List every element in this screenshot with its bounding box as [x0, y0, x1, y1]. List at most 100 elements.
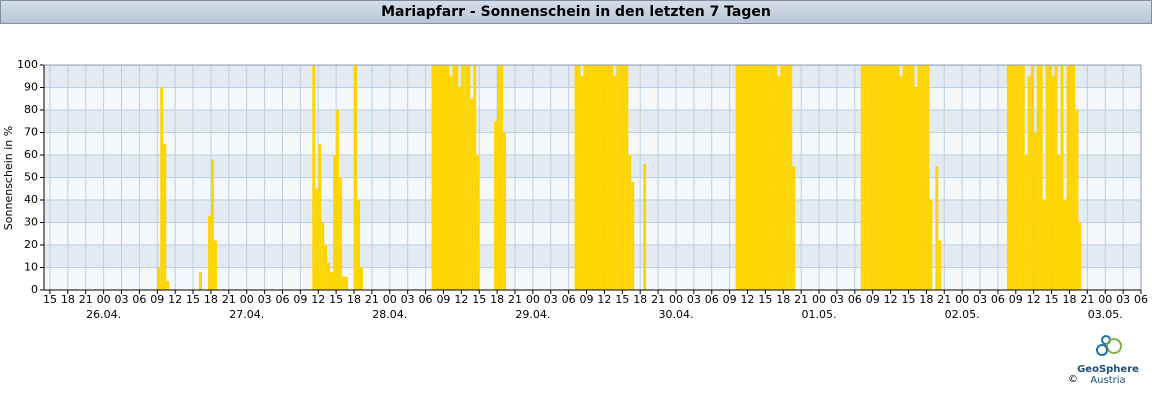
bar	[1027, 76, 1031, 290]
bar	[762, 65, 766, 290]
x-tick-label: 00	[383, 293, 397, 306]
x-tick-label: 15	[615, 293, 629, 306]
x-tick-label: 00	[97, 293, 111, 306]
date-label: 28.04.	[372, 308, 407, 321]
x-tick-label: 06	[848, 293, 862, 306]
bar	[473, 65, 477, 290]
date-label: 29.04.	[515, 308, 550, 321]
bar	[598, 65, 602, 290]
bar	[1021, 65, 1025, 290]
copyright: ©	[1068, 374, 1078, 385]
bar	[872, 65, 876, 290]
bar	[446, 65, 450, 290]
date-label: 30.04.	[658, 308, 693, 321]
y-tick-label: 100	[17, 58, 38, 71]
x-tick-label: 09	[866, 293, 880, 306]
x-tick-label: 00	[1098, 293, 1112, 306]
x-tick-label: 09	[580, 293, 594, 306]
bar	[1051, 76, 1055, 290]
bar	[452, 65, 456, 290]
bar	[1042, 200, 1046, 290]
x-tick-label: 00	[240, 293, 254, 306]
bar	[318, 143, 322, 290]
bar	[610, 65, 614, 290]
bar	[437, 65, 441, 290]
bar	[789, 65, 793, 290]
bar	[1063, 200, 1067, 290]
x-tick-label: 21	[937, 293, 951, 306]
bar	[887, 65, 891, 290]
bar	[902, 65, 906, 290]
x-tick-label: 09	[1009, 293, 1023, 306]
y-tick-label: 10	[24, 261, 38, 274]
bar	[744, 65, 748, 290]
x-tick-label: 06	[419, 293, 433, 306]
bar	[312, 65, 316, 290]
x-tick-label: 12	[1027, 293, 1041, 306]
bar	[893, 65, 897, 290]
bar	[1048, 65, 1052, 290]
x-tick-label: 12	[168, 293, 182, 306]
bar	[753, 65, 757, 290]
bar	[866, 65, 870, 290]
bar	[905, 65, 909, 290]
bar	[619, 65, 623, 290]
x-tick-label: 00	[669, 293, 683, 306]
y-tick-label: 30	[24, 216, 38, 229]
bar	[899, 76, 903, 290]
bar	[1024, 155, 1028, 290]
bar	[780, 65, 784, 290]
bar	[342, 276, 346, 290]
logo: GeoSphere © Austria	[1068, 335, 1139, 386]
bar	[926, 65, 930, 290]
bar	[327, 263, 331, 290]
bar	[589, 65, 593, 290]
x-tick-label: 15	[472, 293, 486, 306]
bar	[458, 87, 462, 290]
bar	[759, 65, 763, 290]
bar	[881, 65, 885, 290]
bar	[592, 65, 596, 290]
x-tick-label: 03	[115, 293, 129, 306]
x-tick-label: 12	[884, 293, 898, 306]
y-axis-label: Sonnenschein in %	[2, 126, 15, 230]
x-tick-label: 18	[776, 293, 790, 306]
bar	[1054, 65, 1058, 290]
bar	[604, 65, 608, 290]
bar	[622, 65, 626, 290]
x-tick-label: 18	[347, 293, 361, 306]
bar	[330, 272, 334, 290]
y-tick-label: 70	[24, 126, 38, 139]
bar	[908, 65, 912, 290]
x-tick-label: 21	[222, 293, 236, 306]
x-tick-label: 18	[919, 293, 933, 306]
x-tick-label: 15	[329, 293, 343, 306]
bar	[625, 65, 629, 290]
bar	[923, 65, 927, 290]
bar	[464, 65, 468, 290]
x-tick-label: 21	[651, 293, 665, 306]
date-label: 02.05.	[945, 308, 980, 321]
bar	[914, 87, 918, 290]
bar	[1015, 65, 1019, 290]
x-tick-label: 06	[705, 293, 719, 306]
bar	[586, 65, 590, 290]
bar	[1006, 65, 1010, 290]
bar	[1036, 65, 1040, 290]
bar	[467, 65, 471, 290]
x-tick-label: 06	[1134, 293, 1148, 306]
bar	[607, 65, 611, 290]
bar	[869, 65, 873, 290]
bar	[440, 65, 444, 290]
x-tick-label: 21	[79, 293, 93, 306]
bar	[1045, 65, 1049, 290]
x-tick-label: 12	[311, 293, 325, 306]
x-tick-label: 03	[830, 293, 844, 306]
bar	[333, 155, 337, 290]
x-tick-label: 06	[991, 293, 1005, 306]
bar	[783, 65, 787, 290]
bar	[207, 215, 211, 290]
bar	[160, 87, 164, 290]
